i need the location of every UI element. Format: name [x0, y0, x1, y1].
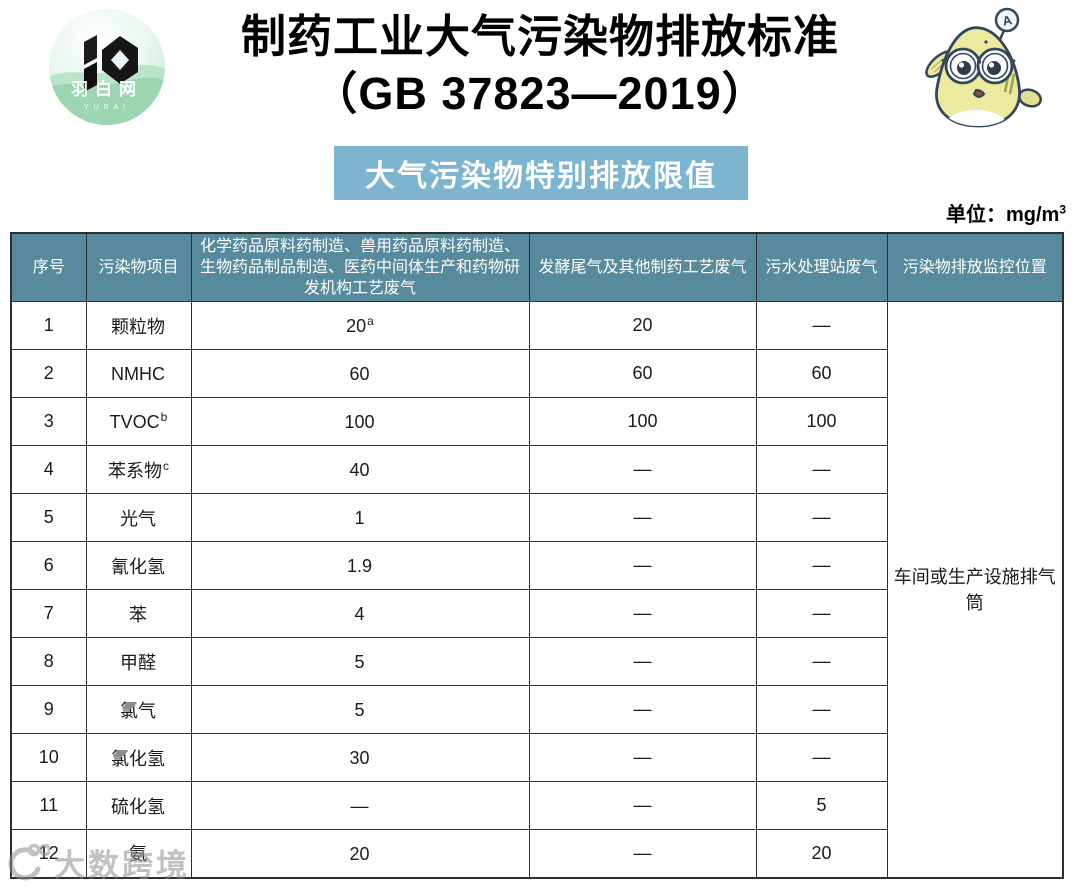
cell-index: 3 — [10, 397, 87, 446]
header-index: 序号 — [10, 232, 87, 302]
cell-ferment-value: — — [528, 781, 757, 830]
table-header-row: 序号 污染物项目 化学药品原料药制造、兽用药品原料药制造、生物药品制品制造、医药… — [10, 232, 1064, 302]
section-banner: 大气污染物特别排放限值 — [334, 146, 748, 200]
table-row: 8 甲醛 5 — — — [10, 637, 1063, 686]
cell-chem-value: 20a — [190, 301, 530, 350]
cell-index: 4 — [10, 445, 87, 494]
cell-chem-value: 60 — [190, 349, 530, 398]
yubai-logo: 羽白网 YUBAI — [46, 6, 168, 128]
cell-index: 6 — [10, 541, 87, 590]
cell-ferment-value: — — [528, 829, 757, 878]
cell-ferment-value: 20 — [528, 301, 757, 350]
cell-pollutant: 氰化氢 — [85, 541, 192, 590]
table-row: 5 光气 1 — — — [10, 493, 1063, 542]
cell-chem-value: 30 — [190, 733, 530, 782]
page-title-line1: 制药工业大气污染物排放标准 — [240, 11, 839, 62]
header-ferment-waste-gas: 发酵尾气及其他制药工艺废气 — [528, 232, 757, 302]
cell-pollutant: TVOCb — [85, 397, 192, 446]
cell-wastewater-value: — — [755, 301, 888, 350]
cell-pollutant: NMHC — [85, 349, 192, 398]
cell-chem-value: 20 — [190, 829, 530, 878]
cell-ferment-value: — — [528, 541, 757, 590]
table-row: 9 氯气 5 — — — [10, 685, 1063, 734]
cell-wastewater-value: 60 — [755, 349, 888, 398]
cell-ferment-value: — — [528, 637, 757, 686]
cell-wastewater-value: 5 — [755, 781, 888, 830]
cell-pollutant: 甲醛 — [85, 637, 192, 686]
cell-wastewater-value: 100 — [755, 397, 888, 446]
cell-pollutant: 颗粒物 — [85, 301, 192, 350]
cell-index: 12 — [10, 829, 87, 878]
page-title: 制药工业大气污染物排放标准 （GB 37823—2019） — [0, 8, 1080, 122]
cell-ferment-value: — — [528, 493, 757, 542]
cell-chem-value: 1 — [190, 493, 530, 542]
unit-label: 单位：mg/m3 — [945, 202, 1066, 226]
cell-ferment-value: — — [528, 445, 757, 494]
cell-wastewater-value: — — [755, 685, 888, 734]
cell-index: 10 — [10, 733, 87, 782]
cell-pollutant: 苯 — [85, 589, 192, 638]
cell-ferment-value: — — [528, 685, 757, 734]
cell-index: 8 — [10, 637, 87, 686]
cell-chem-value: 5 — [190, 637, 530, 686]
cell-wastewater-value: — — [755, 637, 888, 686]
cell-pollutant: 光气 — [85, 493, 192, 542]
antenna-letter: A — [1001, 12, 1014, 29]
cell-ferment-value: — — [528, 589, 757, 638]
cell-chem-value: 40 — [190, 445, 530, 494]
cell-index: 9 — [10, 685, 87, 734]
header-wastewater-station: 污水处理站废气 — [755, 232, 888, 302]
fish-mascot-icon: A — [925, 7, 1042, 128]
cell-chem-value: 100 — [190, 397, 530, 446]
logo-text: 羽白网 — [71, 79, 143, 99]
cell-chem-value: — — [190, 781, 530, 830]
cell-ferment-value: — — [528, 733, 757, 782]
cell-index: 1 — [10, 301, 87, 350]
fish-mascot: A — [906, 2, 1046, 142]
cell-wastewater-value: — — [755, 589, 888, 638]
table-row: 10 氯化氢 30 — — — [10, 733, 1063, 782]
fish-glyph-icon — [84, 35, 138, 92]
table-body: 1 颗粒物 20a 20 — 车间或生产设施排气筒 2 NMHC 60 60 6… — [10, 301, 1064, 878]
table-row: 3 TVOCb 100 100 100 — [10, 397, 1063, 446]
cell-index: 2 — [10, 349, 87, 398]
cell-monitor-location: 车间或生产设施排气筒 — [886, 301, 1064, 878]
table-row: 4 苯系物c 40 — — — [10, 445, 1063, 494]
cell-wastewater-value: — — [755, 541, 888, 590]
logo-subtext: YUBAI — [84, 104, 130, 111]
cell-ferment-value: 60 — [528, 349, 757, 398]
cell-pollutant: 氨 — [85, 829, 192, 878]
page-title-line2: （GB 37823—2019） — [312, 68, 768, 119]
table-row: 11 硫化氢 — — 5 — [10, 781, 1063, 830]
header-pollutant: 污染物项目 — [85, 232, 192, 302]
cell-pollutant: 氯气 — [85, 685, 192, 734]
table-row: 1 颗粒物 20a 20 — 车间或生产设施排气筒 — [10, 301, 1064, 878]
header-monitor-location: 污染物排放监控位置 — [886, 232, 1064, 302]
cell-index: 5 — [10, 493, 87, 542]
table-row: 2 NMHC 60 60 60 — [10, 349, 1063, 398]
cell-wastewater-value: — — [755, 493, 888, 542]
section-banner-label: 大气污染物特别排放限值 — [365, 160, 717, 193]
cell-pollutant: 氯化氢 — [85, 733, 192, 782]
cell-wastewater-value: 20 — [755, 829, 888, 878]
emission-limits-table: 序号 污染物项目 化学药品原料药制造、兽用药品原料药制造、生物药品制品制造、医药… — [10, 232, 1064, 879]
cell-index: 7 — [10, 589, 87, 638]
table-row: 7 苯 4 — — — [10, 589, 1063, 638]
header-chem-waste-gas: 化学药品原料药制造、兽用药品原料药制造、生物药品制品制造、医药中间体生产和药物研… — [190, 232, 530, 302]
cell-wastewater-value: — — [755, 445, 888, 494]
cell-index: 11 — [10, 781, 87, 830]
cell-pollutant: 硫化氢 — [85, 781, 192, 830]
cell-chem-value: 1.9 — [190, 541, 530, 590]
cell-chem-value: 5 — [190, 685, 530, 734]
cell-wastewater-value: — — [755, 733, 888, 782]
yubai-sphere-icon: 羽白网 YUBAI — [49, 9, 165, 125]
cell-ferment-value: 100 — [528, 397, 757, 446]
cell-chem-value: 4 — [190, 589, 530, 638]
cell-pollutant: 苯系物c — [85, 445, 192, 494]
